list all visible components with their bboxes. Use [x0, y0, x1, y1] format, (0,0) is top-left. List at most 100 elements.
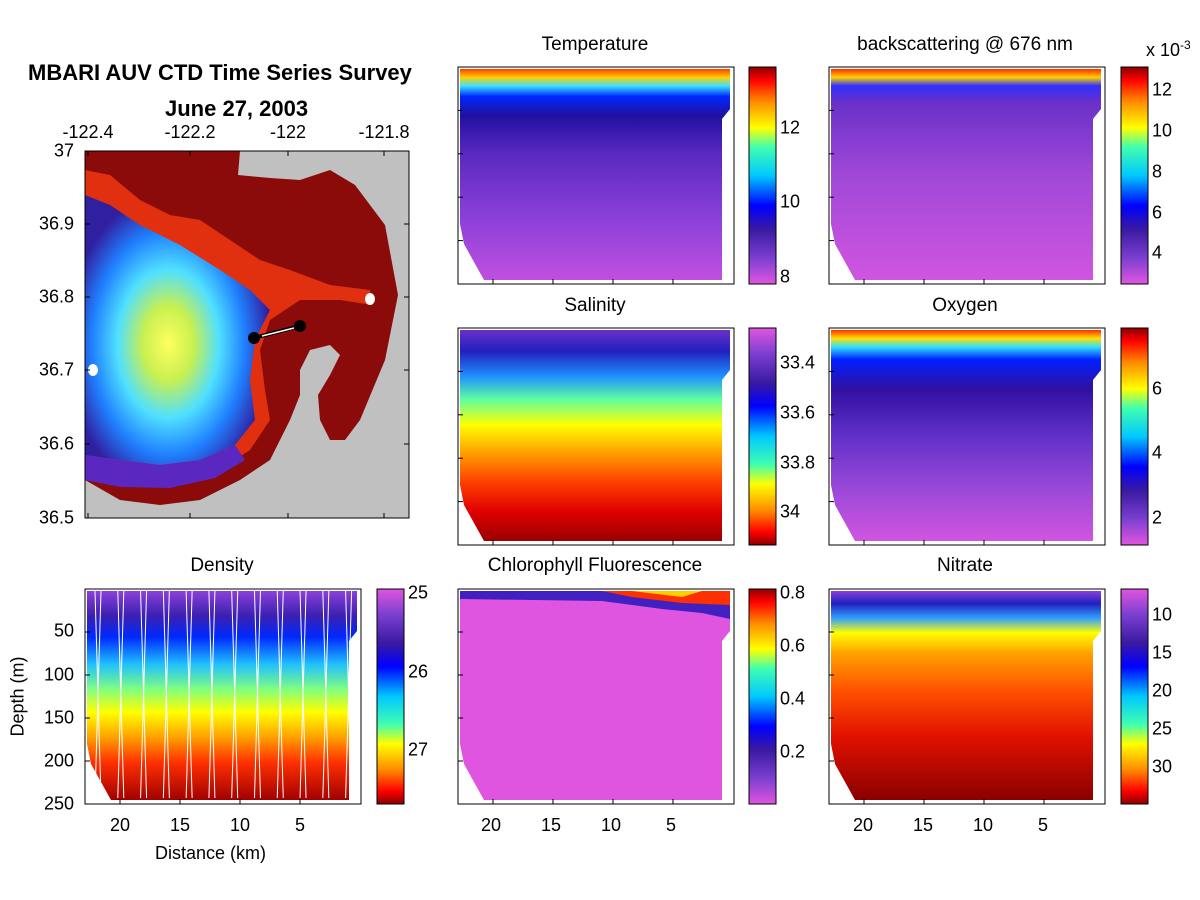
distance-tick: 5 — [294, 815, 306, 835]
cbar-tick-temperature: 12 — [780, 117, 801, 138]
chlorophyll-bloom-peak — [632, 591, 702, 597]
colorbar-density — [376, 588, 405, 805]
cbar-tick-chlorophyll: 0.6 — [780, 635, 806, 656]
map-axes-frame — [84, 150, 410, 519]
cbar-tick-oxygen: 2 — [1152, 507, 1163, 528]
map-lat-tick: 36.5 — [38, 507, 74, 528]
colorbar-backscattering — [1120, 66, 1149, 285]
auv-track-line — [140, 590, 148, 799]
map-lon-tick: -122 — [269, 122, 307, 142]
map-coast-band — [85, 445, 245, 488]
section-panel-nitrate — [828, 588, 1149, 805]
map-panel — [84, 150, 410, 519]
auv-track-line — [94, 590, 102, 799]
auv-track-line — [276, 590, 284, 799]
section-axes-frame — [457, 327, 735, 546]
section-axes-frame — [828, 66, 1106, 285]
cbar-tick-oxygen: 4 — [1152, 442, 1163, 463]
cbar-tick-backscattering: 8 — [1152, 161, 1163, 182]
section-panel-oxygen — [828, 327, 1149, 546]
section-axes-frame — [457, 66, 735, 285]
distance-tick: 10 — [229, 815, 251, 835]
section-field-salinity — [460, 330, 730, 541]
cbar-tick-density: 26 — [408, 661, 429, 682]
map-lon-tick: -122.4 — [62, 122, 114, 142]
chlorophyll-bloom-core — [602, 591, 730, 605]
survey-start-marker — [248, 332, 260, 344]
panel-title-nitrate: Nitrate — [937, 555, 993, 576]
colorbar-nitrate — [1120, 588, 1149, 805]
figure-title: MBARI AUV CTD Time Series Survey — [28, 60, 412, 85]
cbar-tick-chlorophyll: 0.4 — [780, 688, 806, 709]
cbar-tick-backscattering: 6 — [1152, 202, 1163, 223]
cbar-tick-salinity: 33.8 — [780, 452, 816, 473]
cbar-tick-nitrate: 15 — [1152, 642, 1173, 663]
map-lat-tick: 36.8 — [38, 286, 74, 307]
map-lon-tick: -121.8 — [358, 122, 410, 142]
distance-tick: 20 — [109, 815, 131, 835]
distance-tick: 20 — [852, 815, 874, 835]
section-panel-chlorophyll — [457, 588, 777, 805]
section-field-oxygen — [831, 330, 1101, 541]
survey-transect-highlight — [261, 327, 295, 337]
section-field-temperature — [460, 69, 730, 280]
distance-tick: 15 — [169, 815, 191, 835]
distance-tick: 10 — [600, 815, 622, 835]
section-field-chlorophyll — [460, 591, 730, 800]
auv-track-line — [208, 590, 216, 799]
distance-tick: 10 — [972, 815, 994, 835]
section-panel-salinity — [457, 327, 777, 546]
auv-track-line — [322, 590, 330, 799]
panel-title-backscattering: backscattering @ 676 nm — [857, 34, 1073, 55]
distance-tick: 5 — [1037, 815, 1049, 835]
map-lat-tick: 37 — [53, 140, 74, 161]
section-axes-frame — [828, 327, 1106, 546]
mooring-marker-west — [88, 364, 98, 376]
map-bay — [85, 195, 270, 465]
x-axis-label: Distance (km) — [155, 843, 267, 863]
cbar-tick-salinity: 33.6 — [780, 402, 816, 423]
panel-title-density: Density — [190, 555, 254, 576]
section-axes-frame — [828, 588, 1106, 805]
survey-end-marker — [294, 320, 306, 332]
section-panel-density — [84, 588, 405, 805]
colorbar-temperature — [748, 66, 777, 285]
figure-subtitle: June 27, 2003 — [165, 96, 309, 121]
distance-tick: 15 — [912, 815, 934, 835]
cbar-tick-chlorophyll: 0.2 — [780, 741, 806, 762]
section-panels — [84, 66, 1149, 805]
colorbar-chlorophyll — [748, 588, 777, 805]
cbar-tick-oxygen: 6 — [1152, 378, 1163, 399]
cbar-tick-chlorophyll: 0.8 — [780, 582, 806, 603]
auv-track-line — [185, 590, 193, 799]
section-panel-backscattering — [828, 66, 1149, 285]
panel-title-chlorophyll: Chlorophyll Fluorescence — [487, 555, 703, 576]
map-lat-tick: 36.6 — [38, 433, 74, 454]
cbar-tick-density: 27 — [408, 739, 429, 760]
colorbar-salinity — [748, 327, 777, 546]
cbar-tick-nitrate: 25 — [1152, 718, 1173, 739]
section-field-density — [87, 591, 357, 800]
auv-track-line — [253, 590, 261, 799]
panel-title-temperature: Temperature — [541, 34, 649, 55]
auv-track-line — [231, 590, 239, 799]
map-tick-marks — [85, 151, 409, 518]
section-field-backscattering — [831, 69, 1101, 280]
depth-tick: 50 — [53, 620, 74, 641]
mooring-marker-east — [365, 293, 375, 305]
panel-title-oxygen: Oxygen — [932, 295, 998, 316]
cbar-tick-salinity: 34 — [780, 501, 801, 522]
cbar-tick-nitrate: 10 — [1152, 604, 1173, 625]
map-lat-tick: 36.9 — [38, 213, 74, 234]
colorbar-oxygen — [1120, 327, 1149, 546]
map-lat-tick: 36.7 — [38, 359, 74, 380]
depth-tick: 100 — [43, 664, 74, 685]
section-field-nitrate — [831, 591, 1101, 800]
panel-title-salinity: Salinity — [564, 295, 626, 316]
cbar-tick-backscattering: 12 — [1152, 79, 1173, 100]
depth-tick: 200 — [43, 750, 74, 771]
depth-tick: 150 — [43, 707, 74, 728]
colorbar-exponent-label: x 10-3 — [1146, 38, 1191, 60]
cbar-tick-density: 25 — [408, 582, 429, 603]
